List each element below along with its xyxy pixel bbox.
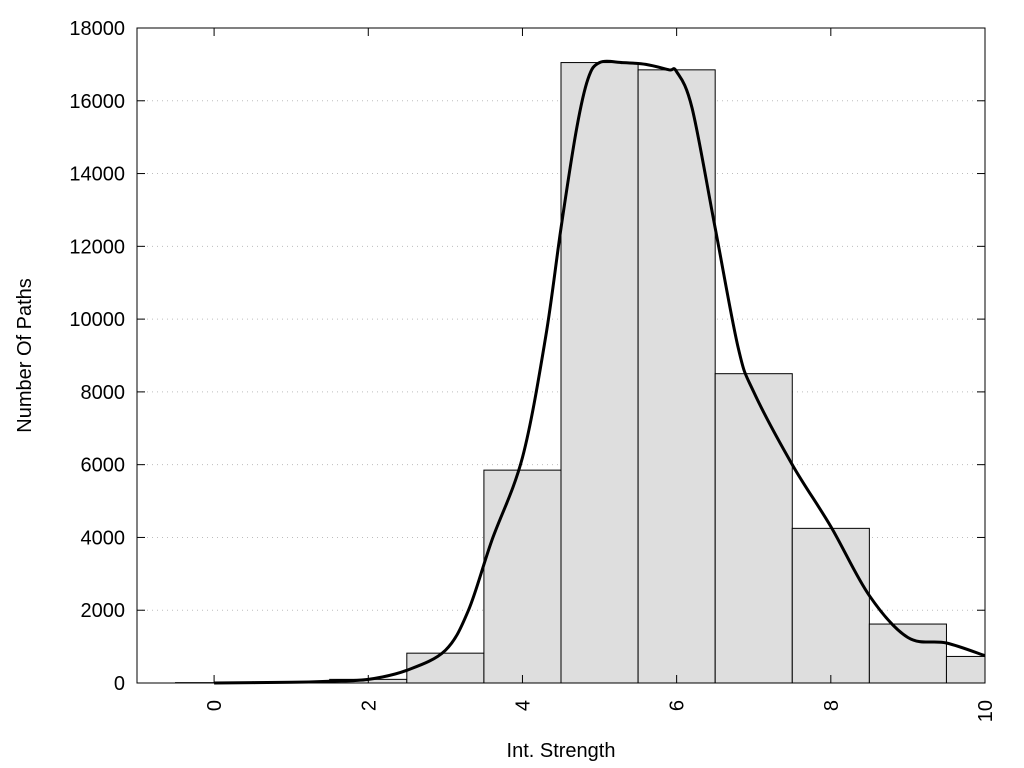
histogram-bar xyxy=(483,469,562,684)
density-curve xyxy=(214,59,986,685)
y-tick-label: 10000 xyxy=(69,309,125,331)
y-tick-label: 6000 xyxy=(81,455,126,477)
histogram-bar xyxy=(406,652,485,684)
x-tick-label: 0 xyxy=(204,700,226,711)
histogram-bar xyxy=(714,373,793,684)
histogram-bar xyxy=(945,655,986,684)
histogram-bar xyxy=(791,527,870,684)
y-axis-title: Number Of Paths xyxy=(14,278,36,433)
plot-frame xyxy=(136,27,986,684)
y-tick-label: 8000 xyxy=(81,382,126,404)
y-tick-label: 14000 xyxy=(69,164,125,186)
x-tick-label: 2 xyxy=(358,700,380,711)
y-tick-label: 16000 xyxy=(69,91,125,113)
x-tick-label: 6 xyxy=(667,700,689,711)
histogram-bar xyxy=(868,623,947,684)
histogram-bar xyxy=(560,62,639,684)
x-axis-title: Int. Strength xyxy=(507,740,616,762)
x-tick-label: 10 xyxy=(975,700,997,722)
y-tick-label: 0 xyxy=(114,673,125,695)
x-tick-label: 4 xyxy=(512,700,534,711)
y-tick-label: 18000 xyxy=(69,18,125,40)
x-tick-label: 8 xyxy=(821,700,843,711)
y-tick-label: 4000 xyxy=(81,527,126,549)
y-tick-label: 12000 xyxy=(69,236,125,258)
histogram-bars xyxy=(175,62,986,684)
y-axis-ticks: 0 2000 4000 6000 8000 10000 12000 14000 16000 180… xyxy=(69,18,985,695)
x-axis-ticks: 0 2 4 6 8 10 xyxy=(204,28,997,722)
y-tick-label: 2000 xyxy=(81,600,126,622)
